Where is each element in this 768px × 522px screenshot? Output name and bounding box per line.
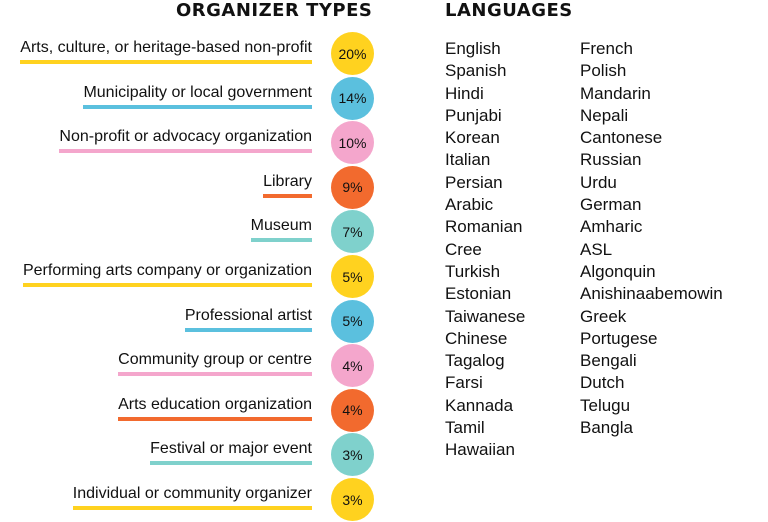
language-item: German: [580, 195, 642, 215]
language-item: ASL: [580, 239, 613, 259]
language-item: Hindi: [445, 83, 484, 103]
language-item: Arabic: [445, 195, 494, 215]
language-item: Estonian: [445, 284, 512, 304]
language-item: Cantonese: [580, 128, 663, 148]
language-item: Italian: [445, 150, 491, 170]
language-item: Greek: [580, 306, 627, 326]
language-item: Tamil: [445, 418, 485, 438]
language-item: Punjabi: [445, 105, 502, 125]
language-item: Portugese: [580, 328, 658, 348]
organizer-types-list: Arts, culture, or heritage-based non-pro…: [0, 32, 390, 522]
language-item: Urdu: [580, 172, 617, 192]
organizer-type-row: Professional artist 5%: [0, 299, 390, 344]
organizer-type-row: Individual or community organizer 3%: [0, 478, 390, 522]
organizer-type-row: Library 9%: [0, 165, 390, 210]
organizer-type-percent: 20%: [331, 32, 374, 75]
organizer-type-row: Performing arts company or organization 5…: [0, 255, 390, 299]
languages-column-1: English Spanish Hindi Punjabi Korean Italian P…: [445, 38, 525, 462]
organizer-type-row: Arts education organization 4%: [0, 388, 390, 433]
language-item: Dutch: [580, 373, 625, 393]
language-item: Kannada: [445, 395, 514, 415]
organizer-type-label: Festival or major event: [150, 440, 312, 466]
organizer-type-label: Community group or centre: [118, 351, 312, 377]
language-item: Mandarin: [580, 83, 651, 103]
organizer-type-row: Community group or centre 4%: [0, 344, 390, 388]
organizer-type-percent: 10%: [331, 121, 374, 165]
languages-heading: LANGUAGES: [445, 0, 573, 21]
organizer-type-percent: 4%: [331, 344, 374, 388]
organizer-type-percent: 3%: [331, 433, 374, 477]
organizer-type-percent: 14%: [331, 76, 374, 120]
organizer-type-row: Municipality or local government 14%: [0, 76, 390, 121]
language-item: Amharic: [580, 217, 643, 237]
languages-column-2: French Polish Mandarin Nepali Cantonese Russi…: [580, 38, 723, 439]
language-item: Korean: [445, 128, 500, 148]
organizer-type-label: Arts, culture, or heritage-based non-pro…: [20, 39, 312, 64]
organizer-type-percent: 9%: [331, 165, 374, 209]
organizer-type-label: Non-profit or advocacy organization: [59, 128, 312, 154]
language-item: Bengali: [580, 351, 637, 371]
organizer-type-row: Museum 7%: [0, 210, 390, 254]
language-item: Anishinaabemowin: [580, 284, 723, 304]
organizer-type-row: Non-profit or advocacy organization 10%: [0, 121, 390, 165]
language-item: Tagalog: [445, 351, 505, 371]
language-item: Hawaiian: [445, 440, 515, 460]
language-item: Taiwanese: [445, 306, 526, 326]
organizer-types-heading: ORGANIZER TYPES: [176, 0, 373, 21]
language-item: Spanish: [445, 61, 507, 81]
organizer-type-percent: 5%: [331, 255, 374, 298]
organizer-type-percent: 4%: [331, 388, 374, 432]
organizer-type-label: Arts education organization: [118, 396, 312, 421]
language-item: Telugu: [580, 395, 631, 415]
organizer-type-row: Festival or major event 3%: [0, 433, 390, 477]
language-item: English: [445, 39, 501, 58]
organizer-type-label: Museum: [250, 217, 312, 243]
language-item: Turkish: [445, 261, 501, 281]
language-item: Romanian: [445, 217, 523, 237]
language-item: Chinese: [445, 328, 508, 348]
organizer-type-percent: 7%: [331, 210, 374, 254]
organizer-type-row: Arts, culture, or heritage-based non-pro…: [0, 32, 390, 76]
language-item: Polish: [580, 61, 627, 81]
organizer-type-label: Professional artist: [184, 307, 312, 332]
language-item: Nepali: [580, 105, 629, 125]
language-item: Bangla: [580, 418, 633, 438]
language-item: Cree: [445, 239, 482, 259]
organizer-type-percent: 3%: [331, 478, 374, 521]
organizer-type-label: Individual or community organizer: [72, 485, 312, 510]
language-item: Algonquin: [580, 261, 656, 281]
organizer-type-percent: 5%: [331, 299, 374, 343]
language-item: Persian: [445, 172, 503, 192]
language-item: Russian: [580, 150, 642, 170]
organizer-type-label: Performing arts company or organization: [22, 262, 312, 287]
organizer-type-label: Municipality or local government: [83, 84, 312, 109]
organizer-type-label: Library: [263, 173, 312, 198]
language-item: Farsi: [445, 373, 483, 393]
language-item: French: [580, 39, 633, 58]
